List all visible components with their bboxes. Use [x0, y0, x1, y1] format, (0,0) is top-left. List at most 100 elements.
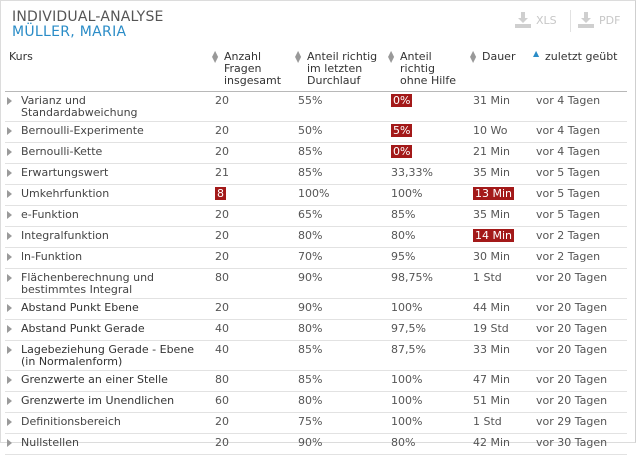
course-cell[interactable]: Bernoulli-Experimente: [5, 121, 212, 143]
course-name[interactable]: Abstand Punkt Gerade: [21, 323, 145, 335]
cell-value: 95%: [391, 250, 416, 263]
expand-arrow-icon[interactable]: [7, 232, 12, 240]
expand-arrow-icon[interactable]: [7, 169, 12, 177]
course-name[interactable]: Umkehrfunktion: [21, 188, 109, 200]
cell-value: vor 5 Tagen: [536, 208, 601, 221]
table-row[interactable]: Integralfunktion 20 80% 80% 14 Min vor 2 Tage…: [5, 226, 627, 248]
last-practiced-cell: vor 20 Tagen: [533, 298, 627, 320]
table-row[interactable]: Abstand Punkt Gerade 40 80% 97,5% 19 Std vor …: [5, 319, 627, 341]
col-header-duration[interactable]: ▲ ▼ Dauer: [470, 49, 533, 92]
course-name[interactable]: Erwartungswert: [21, 167, 108, 179]
course-cell[interactable]: Integralfunktion: [5, 226, 212, 248]
expand-arrow-icon[interactable]: [7, 346, 12, 354]
duration-cell: 30 Min: [470, 247, 533, 269]
course-cell[interactable]: Grenzwerte im Unendlichen: [5, 391, 212, 413]
course-cell[interactable]: Abstand Punkt Ebene: [5, 298, 212, 320]
duration-cell: 42 Min: [470, 433, 533, 455]
cell-value: 80%: [391, 229, 416, 242]
expand-arrow-icon[interactable]: [7, 148, 12, 156]
cell-value: 20: [215, 145, 229, 158]
course-name-line: Abstand Punkt Ebene: [21, 301, 139, 314]
expand-arrow-icon[interactable]: [7, 376, 12, 384]
col-header-questions[interactable]: ▲ ▼ Anzahl Fragen insgesamt: [212, 49, 295, 92]
export-xls-button[interactable]: XLS: [515, 9, 557, 31]
col-header-last-practiced[interactable]: ▲ zuletzt geübt: [533, 49, 627, 92]
table-row[interactable]: Definitionsbereich 20 75% 100% 1 Std vor 29 T…: [5, 412, 627, 434]
table-row[interactable]: Nullstellen 20 90% 80% 42 Min vor 30 Tagen: [5, 433, 627, 455]
table-row[interactable]: Varianz und Standardabweichung 20 55% 0% 31 M…: [5, 91, 627, 122]
course-cell[interactable]: Varianz und Standardabweichung: [5, 91, 212, 122]
header-line: Anzahl: [224, 50, 262, 63]
expand-arrow-icon[interactable]: [7, 439, 12, 447]
course-name[interactable]: Lagebeziehung Gerade - Ebene (in Normalen…: [21, 344, 194, 368]
course-name[interactable]: Nullstellen: [21, 437, 79, 449]
cell-value: vor 20 Tagen: [536, 271, 608, 284]
export-pdf-button[interactable]: PDF: [578, 9, 620, 31]
cell-value: vor 20 Tagen: [536, 343, 608, 356]
col-header-duration-label: Dauer: [482, 50, 516, 63]
cell-value: 20: [215, 415, 229, 428]
course-name[interactable]: Grenzwerte im Unendlichen: [21, 395, 174, 407]
cell-value: vor 20 Tagen: [536, 394, 608, 407]
table-row[interactable]: ln-Funktion 20 70% 95% 30 Min vor 2 Tagen: [5, 247, 627, 269]
course-name[interactable]: Abstand Punkt Ebene: [21, 302, 139, 314]
table-row[interactable]: Lagebeziehung Gerade - Ebene (in Normalen…: [5, 340, 627, 371]
questions-cell: 20: [212, 91, 295, 122]
course-cell[interactable]: Definitionsbereich: [5, 412, 212, 434]
expand-arrow-icon[interactable]: [7, 397, 12, 405]
last-run-cell: 65%: [295, 205, 388, 227]
expand-arrow-icon[interactable]: [7, 325, 12, 333]
course-name[interactable]: ln-Funktion: [21, 251, 82, 263]
course-cell[interactable]: Nullstellen: [5, 433, 212, 455]
duration-cell: 33 Min: [470, 340, 533, 371]
last-run-cell: 75%: [295, 412, 388, 434]
last-run-cell: 90%: [295, 298, 388, 320]
table-row[interactable]: Umkehrfunktion 8 100% 100% 13 Min vor 5 Tagen: [5, 184, 627, 206]
table-row[interactable]: Grenzwerte an einer Stelle 80 85% 100% 47 Mi…: [5, 370, 627, 392]
table-row[interactable]: e-Funktion 20 65% 85% 35 Min vor 5 Tagen: [5, 205, 627, 227]
cell-value: 80%: [298, 229, 323, 242]
course-name[interactable]: Bernoulli-Experimente: [21, 125, 144, 137]
table-row[interactable]: Flächenberechnung und bestimmtes Integral…: [5, 268, 627, 299]
warning-value: 14 Min: [473, 229, 515, 242]
expand-arrow-icon[interactable]: [7, 211, 12, 219]
course-name[interactable]: Grenzwerte an einer Stelle: [21, 374, 168, 386]
course-cell[interactable]: Grenzwerte an einer Stelle: [5, 370, 212, 392]
course-name[interactable]: Flächenberechnung und bestimmtes Integral: [21, 272, 154, 296]
expand-arrow-icon[interactable]: [7, 274, 12, 282]
last-run-cell: 85%: [295, 142, 388, 164]
table-row[interactable]: Abstand Punkt Ebene 20 90% 100% 44 Min vor 20…: [5, 298, 627, 320]
table-row[interactable]: Bernoulli-Kette 20 85% 0% 21 Min vor 4 Tagen: [5, 142, 627, 164]
course-name[interactable]: Integralfunktion: [21, 230, 109, 242]
col-header-no-help[interactable]: ▲ ▼ Anteil richtig ohne Hilfe: [388, 49, 470, 92]
course-name[interactable]: Bernoulli-Kette: [21, 146, 102, 158]
expand-arrow-icon[interactable]: [7, 127, 12, 135]
course-cell[interactable]: Abstand Punkt Gerade: [5, 319, 212, 341]
table-row[interactable]: Bernoulli-Experimente 20 50% 5% 10 Wo vor 4 T…: [5, 121, 627, 143]
cell-value: 55%: [298, 94, 323, 107]
duration-cell: 35 Min: [470, 163, 533, 185]
expand-arrow-icon[interactable]: [7, 97, 12, 105]
course-name[interactable]: Definitionsbereich: [21, 416, 121, 428]
expand-arrow-icon[interactable]: [7, 418, 12, 426]
course-cell[interactable]: Bernoulli-Kette: [5, 142, 212, 164]
duration-cell: 51 Min: [470, 391, 533, 413]
expand-arrow-icon[interactable]: [7, 253, 12, 261]
expand-arrow-icon[interactable]: [7, 190, 12, 198]
table-row[interactable]: Erwartungswert 21 85% 33,33% 35 Min vor 5 Tag…: [5, 163, 627, 185]
last-practiced-cell: vor 5 Tagen: [533, 205, 627, 227]
table-row[interactable]: Grenzwerte im Unendlichen 60 80% 100% 51 Min…: [5, 391, 627, 413]
course-cell[interactable]: Flächenberechnung und bestimmtes Integral: [5, 268, 212, 299]
col-header-course[interactable]: Kurs: [5, 49, 212, 92]
expand-arrow-icon[interactable]: [7, 304, 12, 312]
course-name[interactable]: e-Funktion: [21, 209, 79, 221]
course-cell[interactable]: Erwartungswert: [5, 163, 212, 185]
col-header-last-run[interactable]: ▲ ▼ Anteil richtig im letzten Durchlauf: [295, 49, 388, 92]
cell-value: 100%: [391, 187, 423, 200]
course-name[interactable]: Varianz und Standardabweichung: [21, 95, 138, 119]
course-cell[interactable]: e-Funktion: [5, 205, 212, 227]
course-cell[interactable]: ln-Funktion: [5, 247, 212, 269]
course-name-line: Bernoulli-Kette: [21, 145, 103, 158]
course-cell[interactable]: Lagebeziehung Gerade - Ebene (in Normalen…: [5, 340, 212, 371]
course-cell[interactable]: Umkehrfunktion: [5, 184, 212, 206]
